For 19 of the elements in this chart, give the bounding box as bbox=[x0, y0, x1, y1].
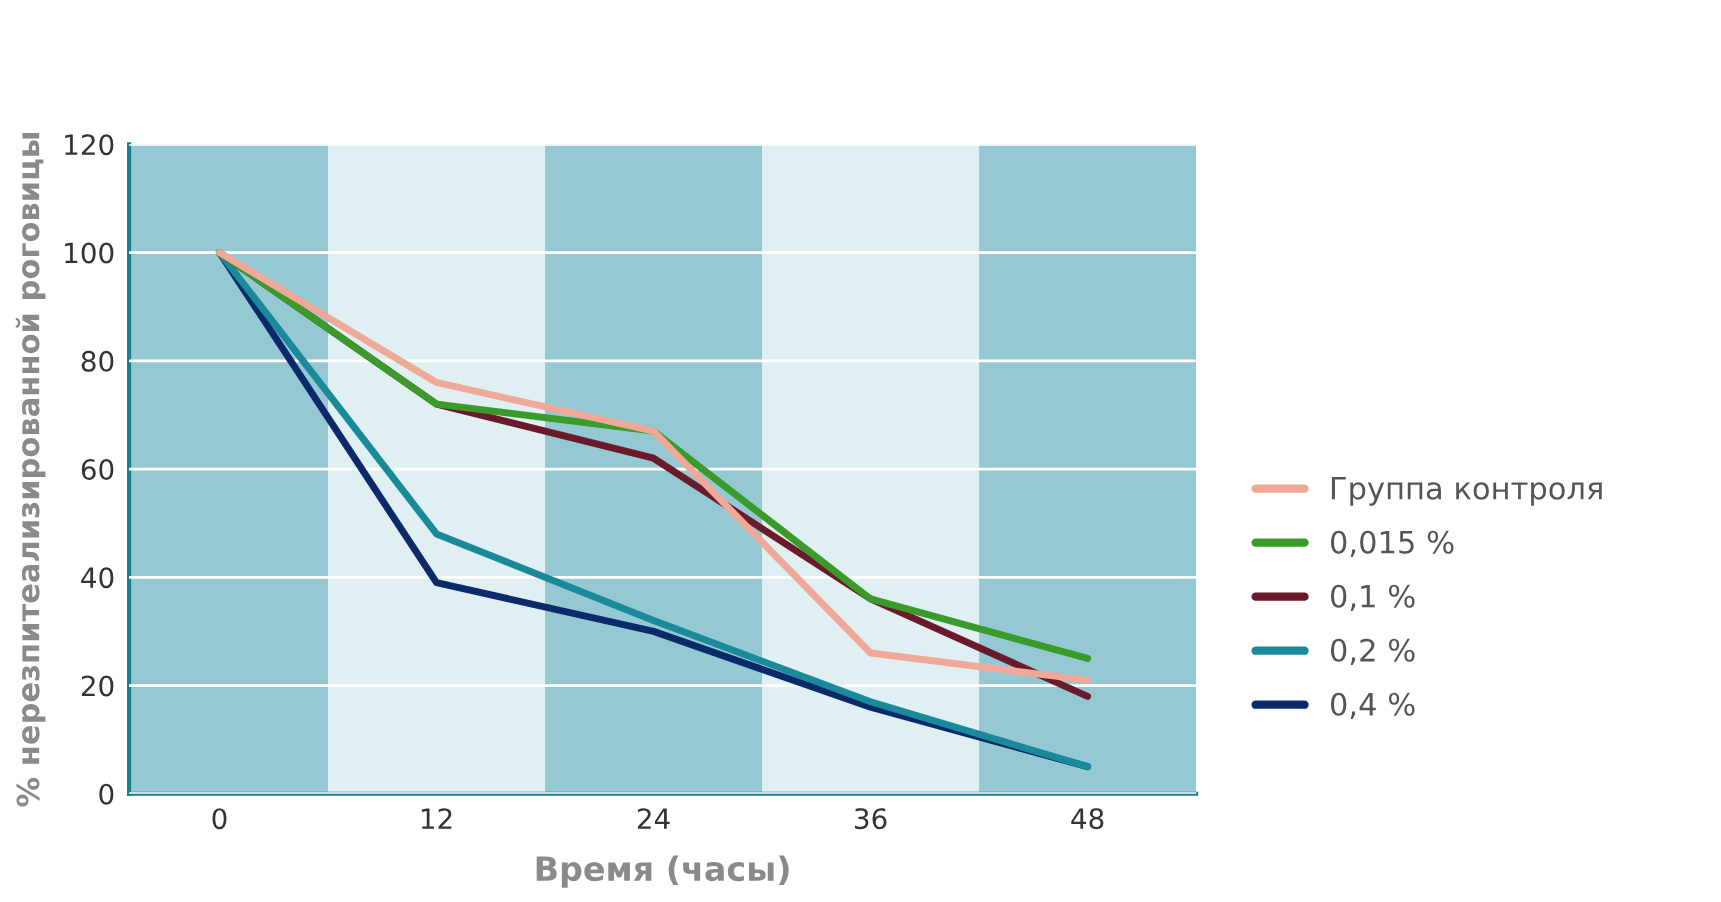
x-tick-label: 12 bbox=[421, 808, 452, 829]
legend-label: 0,1 % bbox=[1330, 584, 1415, 611]
x-tick-label: 36 bbox=[855, 808, 887, 830]
y-tick-label: 40 bbox=[81, 567, 114, 589]
y-tick-label: 80 bbox=[81, 350, 114, 372]
x-tick-label: 24 bbox=[637, 808, 670, 829]
legend-label: Группа контроля bbox=[1331, 477, 1602, 506]
legend-label: 0,2 % bbox=[1330, 638, 1415, 665]
legend-label: 0,015 % bbox=[1330, 530, 1454, 557]
y-tick-label: 120 bbox=[65, 134, 114, 156]
x-tick-label: 48 bbox=[1071, 808, 1104, 830]
y-axis-title: % нерезпитеализированной роговицы bbox=[15, 133, 46, 807]
y-tick-label: 0 bbox=[99, 783, 114, 805]
legend-label: 0,4 % bbox=[1330, 692, 1415, 719]
y-tick-label: 100 bbox=[65, 242, 114, 264]
y-tick-label: 20 bbox=[81, 675, 114, 697]
y-tick-label: 60 bbox=[81, 458, 114, 480]
x-axis-title: Время (часы) bbox=[536, 855, 789, 888]
x-tick-label: 0 bbox=[212, 808, 227, 830]
